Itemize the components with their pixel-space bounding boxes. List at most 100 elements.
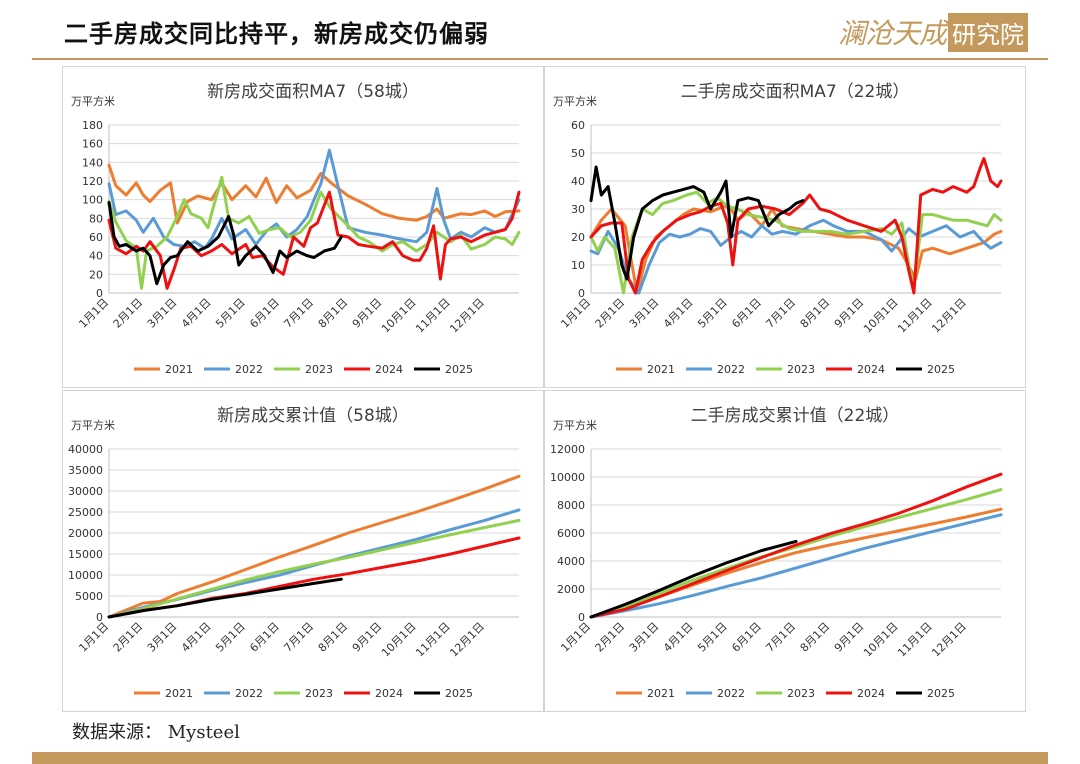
legend-label-2025: 2025 [927, 687, 955, 700]
x-tick-label: 1月1日 [558, 620, 593, 655]
chart-second-cumulative: 二手房成交累计值（22城） 万平方米 0 2000 4000 6000 8000 10000 1… [550, 406, 1003, 700]
series-line-2022 [589, 218, 1003, 295]
brand-text: 澜沧天成 [837, 17, 947, 50]
legend-label-2025: 2025 [445, 687, 473, 700]
y-tick-label: 60 [571, 119, 585, 132]
x-tick-label: 12月1日 [447, 620, 487, 660]
x-tick-label: 11月1日 [413, 620, 453, 660]
series-line-2021 [589, 204, 1003, 295]
y-tick-label: 40000 [68, 443, 103, 456]
y-tick-label: 20 [89, 268, 103, 281]
x-tick-label: 7月1日 [281, 296, 316, 331]
x-tick-label: 10月1日 [861, 296, 901, 336]
source-value: Mysteel [167, 722, 240, 743]
x-tick-label: 3月1日 [145, 296, 180, 331]
series-line-2025 [107, 201, 343, 286]
x-tick-label: 8月1日 [798, 620, 833, 655]
series-line-2024 [589, 157, 1003, 295]
series-line-2021 [107, 163, 521, 225]
x-tick-label: 3月1日 [627, 296, 662, 331]
chart-new-cumulative: 新房成交累计值（58城） 万平方米 0 5000 10000 15000 20000 2500… [68, 406, 521, 700]
y-tick-label: 80 [89, 212, 103, 225]
x-tick-label: 12月1日 [929, 620, 969, 660]
legend-label-2023: 2023 [305, 363, 333, 376]
legend-label-2025: 2025 [445, 363, 473, 376]
y-tick-label: 30000 [68, 485, 103, 498]
series-line-2025 [107, 577, 343, 619]
x-tick-label: 10月1日 [379, 620, 419, 660]
series-line-2025 [589, 165, 805, 281]
legend-label-2024: 2024 [857, 363, 885, 376]
legend-label-2025: 2025 [927, 363, 955, 376]
y-tick-label: 35000 [68, 464, 103, 477]
series-line-2021 [107, 474, 521, 619]
y-tick-label: 40 [571, 175, 585, 188]
x-tick-label: 12月1日 [447, 296, 487, 336]
y-axis-unit-label: 万平方米 [553, 94, 597, 108]
y-tick-label: 4000 [557, 555, 585, 568]
x-tick-label: 4月1日 [661, 296, 696, 331]
x-tick-label: 3月1日 [627, 620, 662, 655]
x-tick-label: 8月1日 [316, 620, 351, 655]
y-tick-label: 180 [82, 119, 103, 132]
brand-badge: 研究院 [948, 12, 1028, 52]
legend-label-2023: 2023 [787, 687, 815, 700]
y-tick-label: 50 [571, 147, 585, 160]
x-tick-label: 7月1日 [763, 296, 798, 331]
x-tick-label: 1月1日 [558, 296, 593, 331]
x-tick-label: 11月1日 [895, 620, 935, 660]
legend-label-2024: 2024 [857, 687, 885, 700]
y-tick-label: 140 [82, 156, 103, 169]
chart-second-area: 二手房成交面积MA7（22城） 万平方米 0 10 20 30 40 50 60 1月1日 2月1日… [553, 82, 1003, 376]
data-source: 数据来源： Mysteel [72, 718, 240, 744]
legend-label-2022: 2022 [235, 363, 263, 376]
legend-label-2024: 2024 [375, 363, 403, 376]
series-line-2021 [589, 507, 1003, 619]
y-tick-label: 10 [571, 259, 585, 272]
chart-panel-second-area: 二手房成交面积MA7（22城） 万平方米 0 10 20 30 40 50 60 1月1日 2月1日… [544, 66, 1026, 388]
y-tick-label: 60 [89, 231, 103, 244]
legend-label-2023: 2023 [305, 687, 333, 700]
y-tick-label: 120 [82, 175, 103, 188]
y-tick-label: 10000 [550, 471, 585, 484]
y-tick-label: 160 [82, 138, 103, 151]
source-label: 数据来源： [72, 722, 162, 743]
x-tick-label: 5月1日 [695, 296, 730, 331]
legend-label-2021: 2021 [165, 687, 193, 700]
y-tick-label: 2000 [557, 583, 585, 596]
legend-label-2023: 2023 [787, 363, 815, 376]
chart-title: 新房成交面积MA7（58城） [207, 82, 419, 102]
chart-panel-new-area: 新房成交面积MA7（58城） 万平方米 0 20 40 60 80 100 120 140 160 1… [62, 66, 544, 388]
x-tick-label: 8月1日 [316, 296, 351, 331]
legend-label-2022: 2022 [717, 687, 745, 700]
x-tick-label: 7月1日 [281, 620, 316, 655]
series-line-2022 [107, 148, 521, 250]
chart-new-area: 新房成交面积MA7（58城） 万平方米 0 20 40 60 80 100 120 140 160 1… [71, 82, 521, 376]
x-tick-label: 12月1日 [929, 296, 969, 336]
y-axis-unit-label: 万平方米 [71, 94, 115, 108]
x-tick-label: 1月1日 [76, 620, 111, 655]
page-title: 二手房成交同比持平，新房成交仍偏弱 [64, 19, 489, 48]
series-line-2024 [589, 472, 1003, 619]
y-tick-label: 10000 [68, 569, 103, 582]
x-tick-label: 7月1日 [763, 620, 798, 655]
x-tick-label: 2月1日 [593, 296, 628, 331]
x-tick-label: 6月1日 [247, 296, 282, 331]
chart-title: 二手房成交面积MA7（22城） [681, 82, 910, 102]
y-tick-label: 6000 [557, 527, 585, 540]
x-tick-label: 4月1日 [661, 620, 696, 655]
y-tick-label: 20000 [68, 527, 103, 540]
series-line-2024 [107, 190, 521, 290]
x-tick-label: 8月1日 [798, 296, 833, 331]
x-tick-label: 6月1日 [247, 620, 282, 655]
x-tick-label: 5月1日 [213, 296, 248, 331]
header-divider [32, 58, 1048, 60]
x-tick-label: 1月1日 [76, 296, 111, 331]
x-tick-label: 11月1日 [413, 296, 453, 336]
x-tick-label: 4月1日 [179, 620, 214, 655]
y-tick-label: 0 [578, 611, 585, 624]
y-tick-label: 15000 [68, 548, 103, 561]
series-line-2025 [589, 539, 798, 619]
legend-label-2021: 2021 [647, 363, 675, 376]
y-tick-label: 25000 [68, 506, 103, 519]
